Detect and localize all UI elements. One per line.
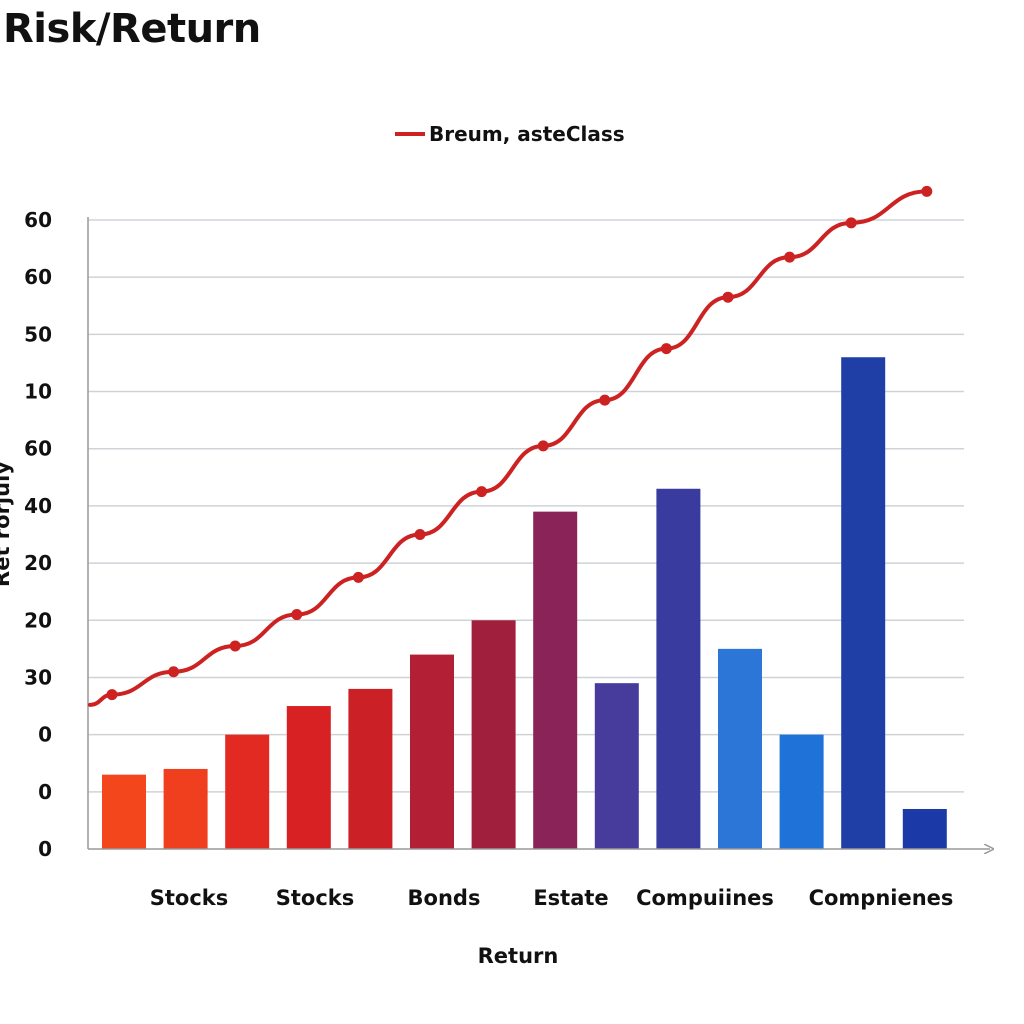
y-tick-labels: 0 0 0 30 20 20 40 60 10 50 60 60 bbox=[24, 208, 52, 861]
bars bbox=[102, 357, 947, 849]
x-category-label: Stocks bbox=[276, 886, 355, 910]
bar bbox=[410, 654, 454, 849]
line-series bbox=[88, 185, 933, 707]
x-axis-title: Return bbox=[478, 944, 559, 968]
bar bbox=[163, 768, 208, 849]
y-axis-title: Ret rorjuly bbox=[0, 461, 14, 587]
x-category-label: Estate bbox=[533, 886, 608, 910]
bar bbox=[779, 734, 824, 849]
x-category-labels: Stocks Stocks Bonds Estate Compuiines Compnie… bbox=[150, 886, 954, 910]
series-point bbox=[414, 529, 426, 540]
grid-lines bbox=[88, 219, 964, 793]
y-tick-label: 0 bbox=[38, 780, 52, 804]
bar bbox=[225, 734, 270, 849]
bar bbox=[718, 648, 762, 849]
series-point bbox=[537, 440, 549, 452]
series-line bbox=[88, 189, 929, 707]
legend-label: Breum, asteClass bbox=[429, 122, 625, 146]
x-category-label: Compnienes bbox=[809, 886, 954, 910]
x-category-label: Bonds bbox=[408, 886, 481, 910]
bar bbox=[656, 488, 701, 849]
bar bbox=[102, 774, 146, 849]
x-category-label: Compuiines bbox=[636, 886, 774, 910]
series-point bbox=[921, 185, 933, 197]
bar bbox=[348, 688, 393, 849]
series-point bbox=[784, 251, 796, 263]
series-point bbox=[722, 291, 734, 303]
legend: Breum, asteClass bbox=[395, 122, 625, 146]
bar bbox=[841, 357, 886, 849]
bar bbox=[471, 620, 516, 849]
y-tick-label: 0 bbox=[38, 837, 52, 861]
series-point bbox=[106, 689, 118, 701]
y-tick-label: 20 bbox=[24, 608, 52, 632]
axes bbox=[87, 217, 990, 849]
y-tick-label: 20 bbox=[24, 551, 52, 575]
series-point bbox=[229, 640, 241, 652]
series-point bbox=[599, 394, 611, 406]
bar bbox=[533, 511, 578, 849]
series-point bbox=[352, 571, 364, 583]
bar bbox=[902, 808, 947, 849]
series-point bbox=[660, 343, 672, 355]
x-category-label: Stocks bbox=[150, 886, 229, 910]
bar bbox=[594, 683, 639, 849]
y-tick-label: 60 bbox=[24, 437, 52, 461]
series-point bbox=[291, 609, 303, 621]
y-tick-label: 0 bbox=[38, 723, 52, 747]
y-tick-label: 60 bbox=[24, 208, 52, 232]
series-point bbox=[168, 666, 180, 678]
series-point bbox=[845, 217, 857, 229]
y-tick-label: 10 bbox=[24, 380, 52, 404]
chart-title: Risk/Return bbox=[3, 6, 261, 52]
y-tick-label: 50 bbox=[24, 322, 52, 346]
bar bbox=[286, 706, 331, 849]
series-point bbox=[476, 486, 488, 498]
y-tick-label: 60 bbox=[24, 265, 52, 289]
y-tick-label: 30 bbox=[24, 665, 52, 689]
y-tick-label: 40 bbox=[24, 494, 52, 518]
